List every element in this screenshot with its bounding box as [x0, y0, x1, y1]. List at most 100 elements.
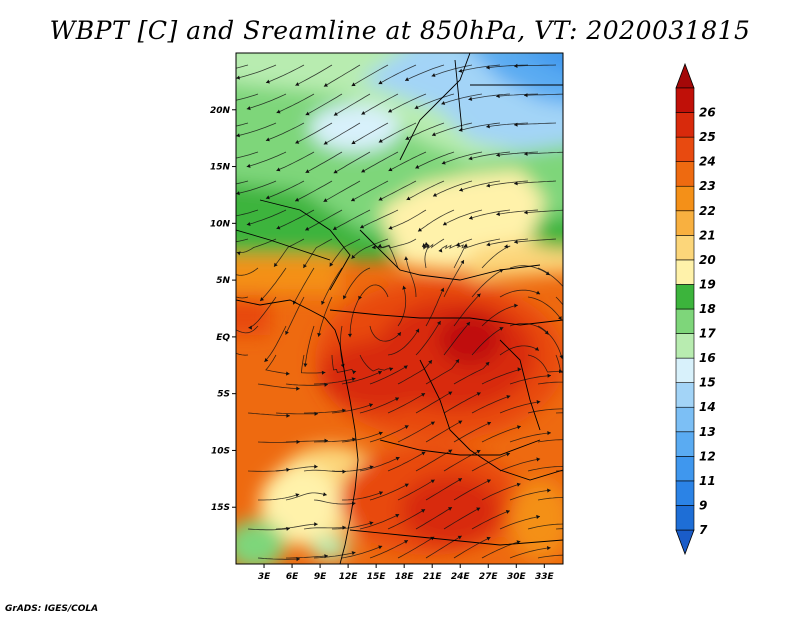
streamline-arrowhead — [404, 540, 408, 544]
streamline — [341, 431, 383, 443]
streamline — [397, 536, 435, 559]
streamline — [342, 491, 384, 501]
streamline — [453, 421, 492, 443]
streamline-arrowhead — [496, 94, 500, 99]
streamline-arrowhead — [369, 465, 374, 470]
streamline-arrowhead — [576, 496, 580, 500]
streamline — [331, 465, 374, 472]
streamline — [247, 412, 290, 417]
streamline — [285, 492, 327, 501]
streamline-arrowhead — [351, 377, 356, 382]
streamline — [351, 122, 389, 145]
streamline — [514, 180, 557, 185]
streamline — [537, 381, 563, 385]
y-tick-label: 15S — [211, 503, 230, 513]
colorbar-label: 7 — [699, 523, 708, 537]
streamline-arrowhead — [496, 211, 500, 216]
streamline-arrowhead — [347, 333, 352, 338]
streamline — [369, 539, 409, 559]
streamline — [276, 209, 315, 230]
streamline — [425, 420, 463, 443]
streamline — [499, 345, 540, 356]
streamline — [481, 245, 511, 269]
colorbar-swatch — [675, 308, 695, 334]
x-tick-label: 12E — [339, 572, 359, 582]
streamline — [276, 151, 315, 172]
streamline — [236, 151, 259, 159]
streamline-arrowhead — [361, 111, 366, 115]
x-tick-label: 30E — [507, 572, 527, 582]
streamline — [313, 377, 356, 385]
streamline-arrowhead — [236, 191, 240, 196]
streamline-arrowhead — [314, 464, 318, 469]
streamline-arrowhead — [207, 185, 211, 189]
streamline-arrows — [207, 63, 580, 562]
streamline-arrowhead — [314, 411, 318, 416]
streamline-arrowhead — [448, 507, 452, 511]
streamline — [481, 425, 522, 443]
streamline-arrowhead — [486, 183, 491, 188]
streamline — [236, 180, 249, 185]
streamline-arrowhead — [476, 392, 481, 396]
streamline — [453, 536, 491, 559]
streamline-arrowhead — [404, 483, 409, 488]
streamline-arrowhead — [547, 373, 551, 378]
streamline-arrowhead — [469, 215, 473, 220]
streamline — [524, 151, 563, 155]
colorbar: 7 9 11 12 13 14 15 16 17 18 19 20 21 22 23 24 25 26 — [675, 62, 716, 556]
streamline — [285, 296, 305, 335]
y-tick-label: 5N — [216, 276, 230, 286]
streamline-arrowhead — [286, 467, 290, 472]
streamline — [496, 93, 539, 97]
streamline-arrowhead — [458, 420, 463, 425]
streamline — [273, 238, 305, 267]
streamline-arrowhead — [443, 221, 447, 226]
streamline-arrowhead — [566, 407, 570, 411]
streamline-arrowhead — [476, 449, 481, 454]
streamline-arrowhead — [321, 300, 325, 305]
streamline-arrowhead — [547, 431, 551, 436]
streamline-arrowhead — [421, 509, 426, 513]
streamline-arrowhead — [496, 153, 500, 157]
streamline — [397, 479, 435, 501]
streamline-arrowhead — [395, 397, 399, 402]
streamline-arrowhead — [576, 553, 580, 557]
streamline — [359, 209, 399, 229]
streamline — [499, 401, 541, 414]
streamline-arrowhead — [402, 285, 407, 290]
streamline-arrowhead — [448, 391, 453, 396]
streamline-arrowhead — [342, 525, 346, 530]
streamline — [304, 409, 346, 414]
streamline-arrowhead — [295, 197, 300, 202]
colorbar-swatch — [675, 284, 695, 310]
streamline-arrowhead — [499, 327, 504, 331]
x-tick-label: 6E — [286, 572, 299, 582]
streamline-arrowhead — [486, 242, 491, 247]
streamline-arrowhead — [545, 271, 550, 276]
streamline-arrowhead — [476, 507, 481, 512]
streamline — [369, 483, 409, 501]
streamline-arrowhead — [286, 526, 290, 531]
streamline — [265, 180, 305, 199]
streamline — [323, 64, 361, 87]
streamline — [481, 483, 521, 501]
streamline-arrowhead — [403, 365, 408, 370]
streamline — [537, 439, 563, 443]
streamline-arrowhead — [486, 536, 491, 541]
streamline — [443, 259, 465, 298]
streamline-arrowhead — [566, 291, 570, 295]
streamline — [285, 440, 329, 443]
streamline — [323, 122, 361, 145]
streamline — [387, 392, 426, 414]
streamline-arrowhead — [516, 540, 521, 545]
streamline — [471, 452, 511, 472]
streamline-arrowhead — [459, 187, 464, 192]
streamline — [414, 93, 455, 109]
streamline — [258, 493, 300, 501]
streamline-arrowhead — [536, 514, 540, 519]
streamline — [332, 521, 374, 530]
streamline-arrowhead — [559, 355, 563, 359]
colorbar-swatch — [675, 357, 695, 383]
streamline-arrowhead — [441, 101, 446, 105]
